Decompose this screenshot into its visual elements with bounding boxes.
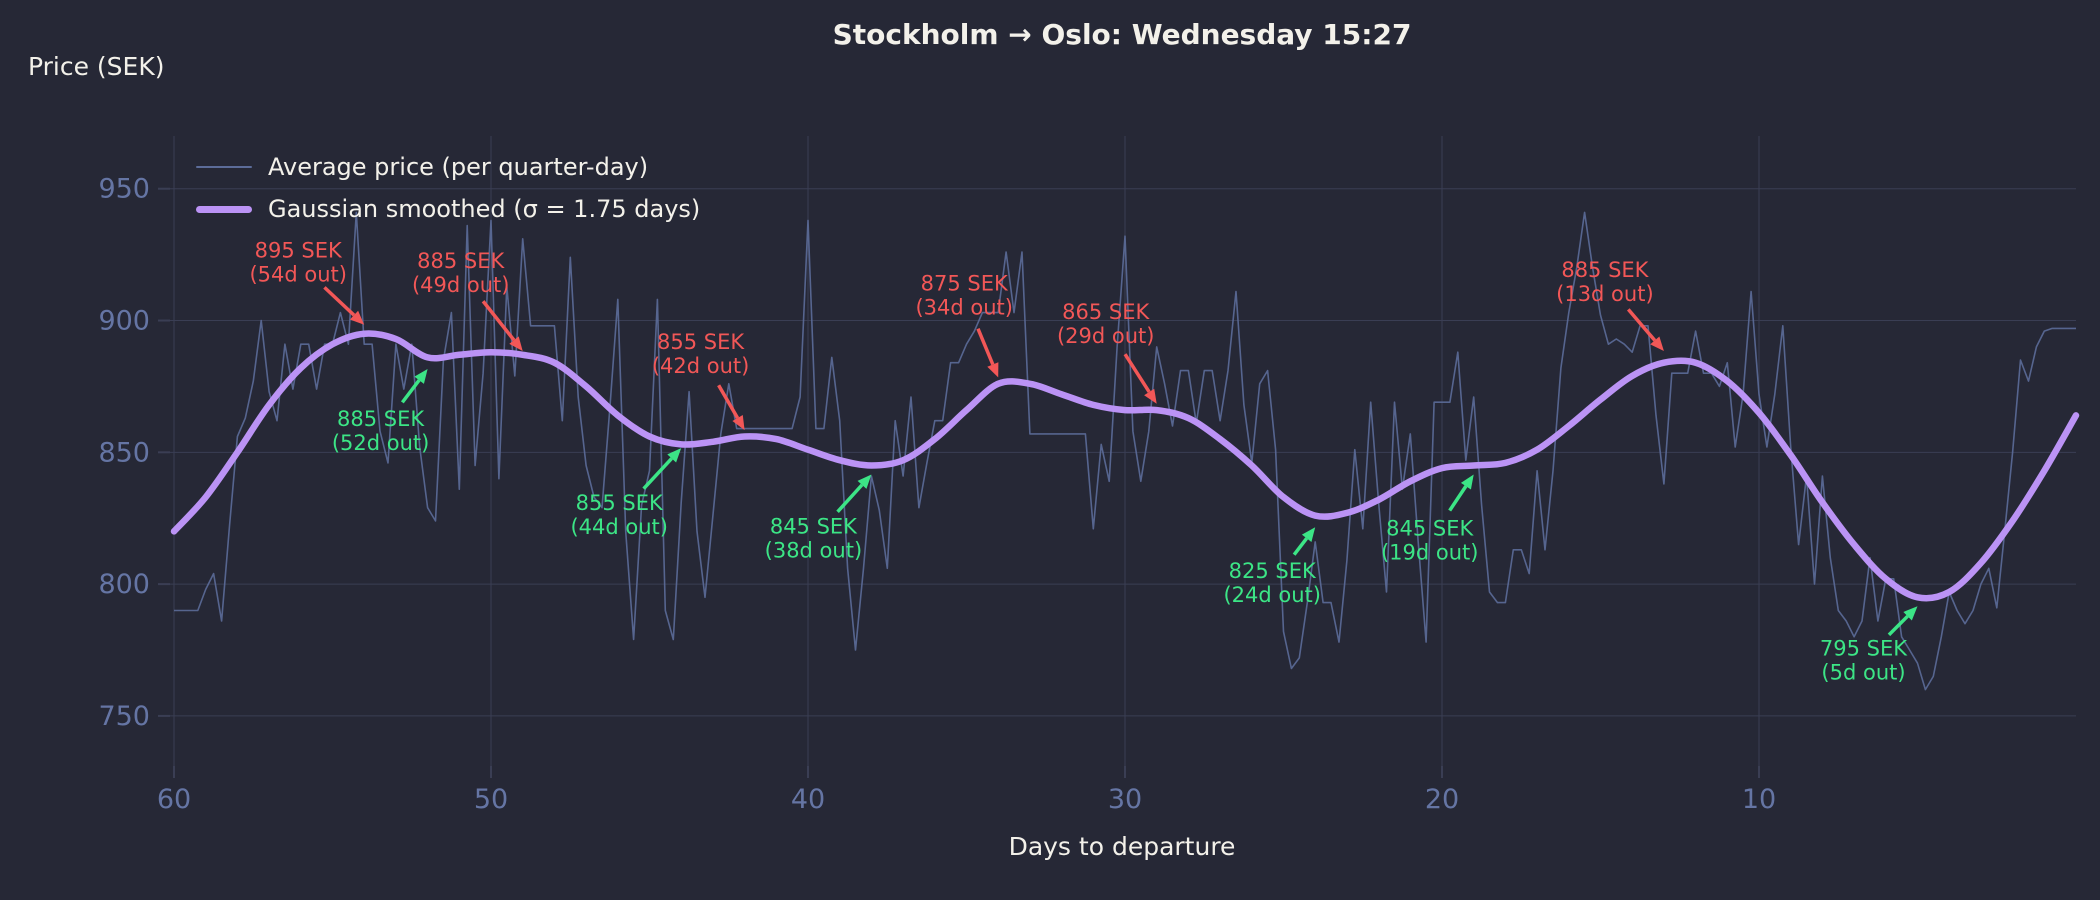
annotation-arrow-38d: [836, 483, 864, 513]
annotation-arrowhead-24d: [1301, 527, 1316, 542]
annotation-arrowhead-19d: [1460, 474, 1474, 490]
annotation-arrow-49d: [481, 300, 516, 342]
annotation-arrow-13d: [1626, 308, 1657, 342]
annotation-days-44d: (44d out): [570, 515, 668, 539]
annotation-days-52d: (52d out): [332, 431, 430, 455]
annotation-days-34d: (34d out): [915, 295, 1013, 319]
smoothed-series-line: [170, 330, 2080, 602]
smoothed-line-swatch: [196, 205, 252, 213]
annotation-price-44d: 855 SEK: [576, 491, 664, 515]
x-tick-label: 20: [1425, 784, 1459, 815]
annotation-price-19d: 845 SEK: [1386, 516, 1474, 540]
annotation-days-29d: (29d out): [1057, 324, 1155, 348]
annotation-arrowhead-29d: [1144, 388, 1157, 404]
annotation-arrowhead-5d: [1903, 606, 1918, 621]
annotation-days-5d: (5d out): [1821, 660, 1905, 684]
annotation-arrow-19d: [1448, 485, 1468, 512]
annotation-arrow-54d: [323, 286, 356, 317]
annotation-price-5d: 795 SEK: [1820, 636, 1908, 660]
x-axis-title: Days to departure: [1008, 832, 1236, 861]
y-tick-label: 750: [98, 701, 150, 732]
annotation-arrowhead-42d: [732, 415, 745, 431]
x-tick-label: 10: [1742, 784, 1776, 815]
raw-series-line: [174, 211, 2076, 691]
annotation-price-24d: 825 SEK: [1229, 559, 1317, 583]
annotation-days-49d: (49d out): [412, 273, 510, 297]
x-tick-label: 60: [157, 784, 191, 815]
annotation-arrowhead-49d: [509, 336, 523, 352]
legend-label-raw: Average price (per quarter-day): [268, 153, 649, 181]
y-tick-label: 950: [98, 174, 150, 205]
annotation-price-13d: 885 SEK: [1561, 258, 1649, 282]
annotation-days-42d: (42d out): [652, 354, 750, 378]
annotation-price-38d: 845 SEK: [770, 514, 858, 538]
annotation-arrow-24d: [1292, 537, 1309, 556]
annotation-arrow-5d: [1887, 614, 1909, 637]
x-tick-label: 40: [791, 784, 825, 815]
annotation-arrow-42d: [717, 384, 740, 419]
raw-line-swatch: [196, 166, 252, 168]
legend-item-smoothed: Gaussian smoothed (σ = 1.75 days): [196, 194, 700, 224]
annotation-days-54d: (54d out): [249, 263, 347, 287]
annotation-price-49d: 885 SEK: [417, 249, 505, 273]
annotation-arrow-52d: [400, 379, 421, 404]
annotation-price-29d: 865 SEK: [1062, 300, 1150, 324]
x-tick-label: 50: [474, 784, 508, 815]
chart-title: Stockholm → Oslo: Wednesday 15:27: [832, 18, 1412, 51]
annotation-days-38d: (38d out): [765, 538, 863, 562]
y-axis-title: Price (SEK): [28, 52, 165, 81]
annotation-days-13d: (13d out): [1556, 282, 1654, 306]
annotation-price-34d: 875 SEK: [921, 271, 1009, 295]
annotation-arrow-34d: [976, 328, 995, 366]
annotation-arrowhead-13d: [1650, 336, 1664, 352]
annotation-arrowhead-54d: [349, 310, 365, 325]
annotation-arrowhead-44d: [667, 448, 682, 463]
annotation-arrowhead-52d: [414, 369, 428, 384]
y-tick-label: 800: [98, 569, 150, 600]
y-tick-label: 850: [98, 437, 150, 468]
annotation-arrowhead-38d: [857, 474, 872, 489]
y-tick-label: 900: [98, 306, 150, 337]
annotation-price-54d: 895 SEK: [255, 239, 343, 263]
annotation-arrowhead-34d: [987, 362, 999, 378]
legend: Average price (per quarter-day) Gaussian…: [196, 152, 700, 224]
annotation-days-24d: (24d out): [1223, 583, 1321, 607]
legend-label-smoothed: Gaussian smoothed (σ = 1.75 days): [268, 195, 701, 223]
annotation-arrow-29d: [1123, 353, 1151, 393]
annotation-days-19d: (19d out): [1381, 540, 1479, 564]
annotation-arrow-44d: [642, 457, 673, 490]
legend-item-raw: Average price (per quarter-day): [196, 152, 700, 182]
annotation-price-52d: 885 SEK: [337, 407, 425, 431]
annotation-price-42d: 855 SEK: [657, 330, 745, 354]
x-tick-label: 30: [1108, 784, 1142, 815]
